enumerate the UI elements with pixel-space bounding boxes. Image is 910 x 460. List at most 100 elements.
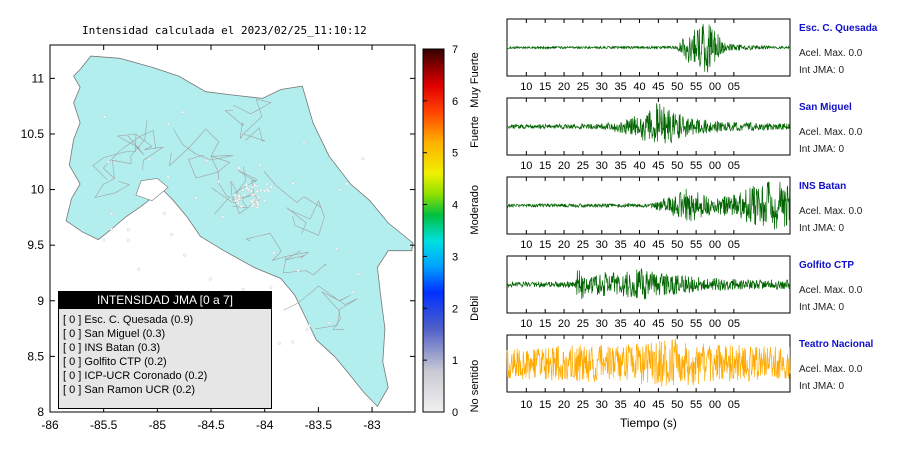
station-name: Golfito CTP bbox=[799, 260, 854, 271]
wave-x-tick-label: 55 bbox=[690, 81, 702, 93]
wave-x-tick-label: 25 bbox=[577, 239, 589, 251]
wave-x-tick-label: 50 bbox=[671, 239, 683, 251]
colorbar-tick-label: 3 bbox=[452, 251, 458, 263]
x-tick-label: -83 bbox=[363, 418, 381, 432]
wave-x-tick-label: 55 bbox=[690, 318, 702, 330]
station-dot bbox=[307, 324, 311, 328]
station-dot bbox=[255, 190, 259, 194]
wave-x-tick-label: 45 bbox=[652, 239, 664, 251]
station-dot bbox=[236, 201, 240, 205]
wave-x-tick-label: 40 bbox=[633, 239, 645, 251]
station-dot bbox=[237, 166, 241, 170]
station-jma-intensity: Int JMA: 0 bbox=[799, 223, 845, 234]
colorbar-tick-label: 6 bbox=[452, 96, 458, 108]
station-dot bbox=[305, 328, 309, 332]
station-dot bbox=[241, 188, 245, 192]
wave-x-tick-label: 35 bbox=[615, 160, 627, 172]
wave-x-tick-label: 05 bbox=[728, 318, 740, 330]
station-dot bbox=[194, 196, 198, 200]
station-max-acceleration: Acel. Max. 0.0 bbox=[799, 48, 863, 59]
wave-x-tick-label: 40 bbox=[633, 160, 645, 172]
road bbox=[169, 128, 220, 167]
road bbox=[282, 256, 326, 276]
station-dot bbox=[335, 246, 339, 250]
station-name: INS Batan bbox=[799, 181, 847, 192]
station-dot bbox=[361, 157, 365, 161]
station-dot bbox=[263, 199, 267, 203]
wave-x-tick-label: 25 bbox=[577, 81, 589, 93]
colorbar-tick-label: 5 bbox=[452, 148, 458, 160]
station-name: Teatro Nacional bbox=[799, 339, 874, 350]
road bbox=[233, 98, 272, 135]
station-dot bbox=[267, 189, 271, 193]
station-dot bbox=[109, 227, 113, 231]
station-dot bbox=[356, 272, 360, 276]
station-dot bbox=[166, 174, 170, 178]
legend-item: [ 0 ] San Miguel (0.3) bbox=[63, 327, 271, 341]
y-tick-label: 9.5 bbox=[27, 238, 44, 252]
legend-intensity-bracket: [ 0 ] bbox=[63, 370, 82, 382]
colorbar bbox=[422, 48, 445, 413]
wave-x-tick-label: 50 bbox=[671, 160, 683, 172]
wave-x-tick-label: 00 bbox=[709, 81, 721, 93]
wave-x-tick-label: 00 bbox=[709, 239, 721, 251]
station-dot bbox=[272, 251, 276, 255]
station-dot bbox=[208, 277, 212, 281]
wave-x-tick-label: 45 bbox=[652, 318, 664, 330]
wave-x-tick-label: 35 bbox=[615, 318, 627, 330]
gulf-water bbox=[135, 178, 169, 202]
station-dot bbox=[253, 183, 257, 187]
wave-x-tick-label: 55 bbox=[690, 399, 702, 411]
station-dot bbox=[327, 321, 331, 325]
wave-x-tick-label: 45 bbox=[652, 399, 664, 411]
station-dot bbox=[269, 285, 273, 289]
legend-item: [ 0 ] INS Batan (0.3) bbox=[63, 341, 271, 355]
road bbox=[116, 133, 145, 156]
wave-x-tick-label: 20 bbox=[558, 399, 570, 411]
legend-intensity-bracket: [ 0 ] bbox=[63, 356, 82, 368]
wave-x-tick-label: 50 bbox=[671, 318, 683, 330]
colorbar-tick-label: 0 bbox=[452, 407, 458, 419]
legend-header: INTENSIDAD JMA [0 a 7] bbox=[59, 292, 271, 309]
station-dot bbox=[269, 185, 273, 189]
legend-station-name: Esc. C. Quesada (0.9) bbox=[81, 314, 194, 326]
wave-x-tick-label: 15 bbox=[539, 81, 551, 93]
wave-x-tick-label: 25 bbox=[577, 399, 589, 411]
road bbox=[243, 127, 266, 142]
waveform-trace bbox=[506, 181, 791, 230]
station-dot bbox=[221, 215, 225, 219]
road bbox=[292, 200, 325, 236]
waveform-trace bbox=[506, 268, 791, 300]
legend-item: [ 0 ] San Ramon UCR (0.2) bbox=[63, 383, 271, 397]
wave-x-tick-label: 40 bbox=[633, 399, 645, 411]
road bbox=[210, 156, 231, 215]
road bbox=[315, 298, 358, 330]
y-tick-label: 11 bbox=[32, 71, 45, 85]
x-tick-label: -85 bbox=[149, 418, 167, 432]
colorbar-category-label: No sentido bbox=[469, 360, 481, 413]
road bbox=[283, 285, 351, 311]
wave-x-tick-label: 40 bbox=[633, 318, 645, 330]
station-dot bbox=[259, 188, 263, 192]
station-dot bbox=[106, 160, 110, 164]
waveform-trace bbox=[506, 24, 791, 73]
station-jma-intensity: Int JMA: 0 bbox=[799, 65, 845, 76]
legend-item: [ 0 ] Esc. C. Quesada (0.9) bbox=[63, 313, 271, 327]
road bbox=[102, 129, 157, 179]
waveform-trace bbox=[506, 338, 791, 387]
station-dot bbox=[250, 193, 254, 197]
wave-x-tick-label: 05 bbox=[728, 239, 740, 251]
wave-x-tick-label: 30 bbox=[596, 399, 608, 411]
wave-x-tick-label: 05 bbox=[728, 399, 740, 411]
station-dot bbox=[247, 188, 251, 192]
waveform-trace bbox=[506, 103, 791, 144]
colorbar-category-label: Fuerte bbox=[469, 116, 481, 148]
station-dot bbox=[237, 194, 241, 198]
wave-x-tick-label: 25 bbox=[577, 160, 589, 172]
station-max-acceleration: Acel. Max. 0.0 bbox=[799, 206, 863, 217]
road bbox=[135, 133, 164, 170]
station-dot bbox=[102, 238, 106, 242]
legend-intensity-bracket: [ 0 ] bbox=[63, 384, 82, 396]
station-dot bbox=[110, 212, 114, 216]
wave-x-tick-label: 35 bbox=[615, 399, 627, 411]
